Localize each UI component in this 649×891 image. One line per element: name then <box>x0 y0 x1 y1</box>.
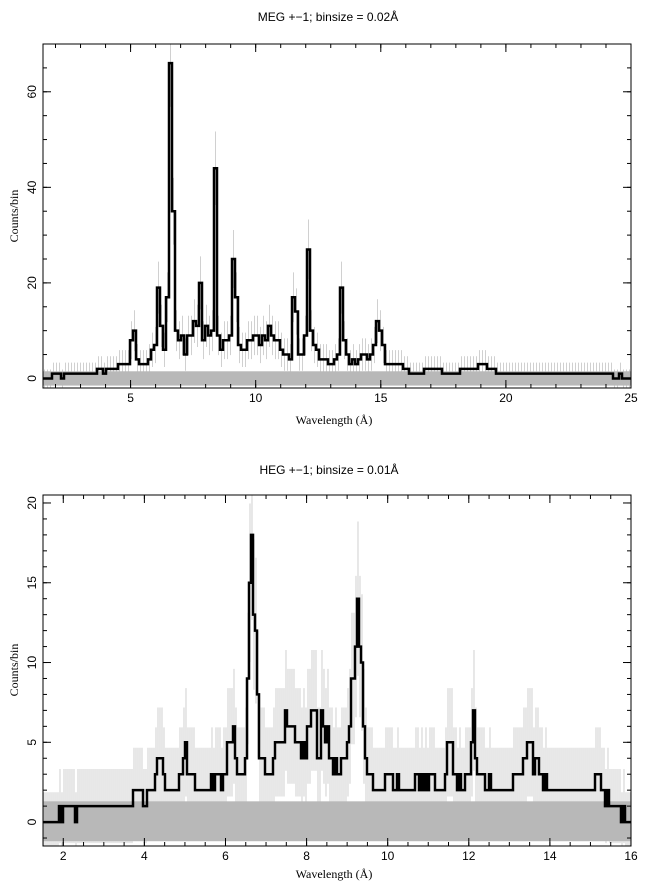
heg-x-tick-label: 4 <box>141 849 148 863</box>
meg-y-axis-label: Counts/bin <box>7 190 21 243</box>
heg-axis-ticks: 2 4 6 8 10 12 14 16 0 5 10 15 20 <box>25 495 638 863</box>
meg-x-tick-label: 15 <box>374 391 388 405</box>
meg-error-band <box>43 371 631 386</box>
heg-chart-title: HEG +−1; binsize = 0.01Å <box>259 462 398 477</box>
heg-x-tick-label: 10 <box>381 849 395 863</box>
heg-error-band <box>43 801 631 842</box>
meg-y-tick-label: 20 <box>25 276 39 290</box>
meg-x-tick-label: 5 <box>127 391 134 405</box>
meg-y-tick-label: 40 <box>25 180 39 194</box>
heg-spectrum-panel: HEG +−1; binsize = 0.01Å 2 4 6 8 10 12 14 16 0 5 1… <box>7 462 638 881</box>
meg-x-tick-label: 25 <box>624 391 638 405</box>
heg-x-tick-label: 2 <box>60 849 67 863</box>
meg-counts-line <box>43 61 631 380</box>
meg-chart-title: MEG +−1; binsize = 0.02Å <box>258 9 398 24</box>
meg-x-tick-label: 20 <box>499 391 513 405</box>
meg-axis-ticks: 5 10 15 20 25 0 20 40 60 <box>25 43 638 405</box>
meg-x-axis-label: Wavelength (Å) <box>296 413 373 427</box>
heg-y-tick-label: 10 <box>25 656 39 670</box>
heg-y-tick-label: 5 <box>25 739 39 746</box>
heg-y-axis-label: Counts/bin <box>7 644 21 697</box>
heg-counts-line <box>43 533 631 824</box>
heg-x-tick-label: 8 <box>303 849 310 863</box>
heg-y-tick-label: 0 <box>25 818 39 825</box>
heg-x-tick-label: 6 <box>222 849 229 863</box>
meg-y-tick-label: 0 <box>25 375 39 382</box>
heg-y-tick-label: 20 <box>25 496 39 510</box>
heg-x-tick-label: 16 <box>624 849 638 863</box>
meg-plot-frame <box>42 43 632 389</box>
meg-spectrum-panel: MEG +−1; binsize = 0.02Å 5 10 15 20 25 0 20 40 6… <box>7 9 638 427</box>
heg-x-tick-label: 14 <box>543 849 557 863</box>
heg-plot-frame <box>42 494 632 847</box>
heg-x-tick-label: 12 <box>462 849 476 863</box>
meg-x-tick-label: 10 <box>249 391 263 405</box>
meg-y-tick-label: 60 <box>25 85 39 99</box>
heg-x-axis-label: Wavelength (Å) <box>296 867 373 881</box>
heg-y-tick-label: 15 <box>25 576 39 590</box>
